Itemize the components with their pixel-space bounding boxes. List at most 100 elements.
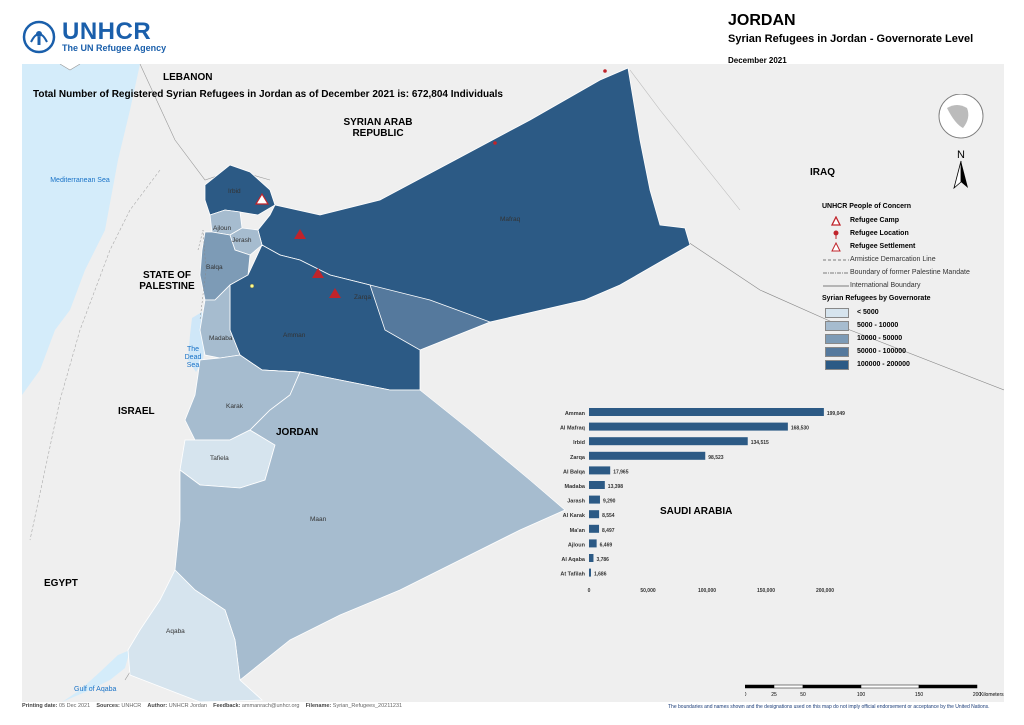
footer-filename-label: Filename: bbox=[305, 703, 332, 709]
page-subtitle: Syrian Refugees in Jordan - Governorate … bbox=[728, 33, 974, 45]
label-zarqa: Zarqa bbox=[354, 294, 371, 301]
label-madaba: Madaba bbox=[209, 335, 233, 342]
mandate-boundary-icon bbox=[822, 271, 850, 275]
scale-segment bbox=[773, 684, 804, 689]
org-name: UNHCR bbox=[62, 18, 152, 45]
header: UNHCR The UN Refugee Agency JORDAN Syria… bbox=[0, 0, 1024, 65]
scale-tick-label: 100 bbox=[857, 692, 866, 698]
x-tick-label: 200,000 bbox=[816, 588, 834, 594]
label-egypt: EGYPT bbox=[44, 578, 78, 589]
scale-segment bbox=[802, 684, 862, 689]
bar-value-label: 3,786 bbox=[596, 557, 609, 563]
bar bbox=[589, 422, 788, 431]
label-jerash: Jerash bbox=[232, 237, 252, 244]
footer-author-label: Author: bbox=[147, 703, 168, 709]
refugees-bar-chart: Amman 199,049 Al Mafraq 168,530 Irbid 134,515… bbox=[560, 408, 845, 594]
label-iraq: IRAQ bbox=[810, 167, 835, 178]
legend-location: Refugee Location bbox=[850, 230, 909, 237]
international-boundary-icon bbox=[822, 284, 850, 288]
map-canvas bbox=[22, 64, 1004, 702]
bar-value-label: 13,398 bbox=[608, 484, 624, 490]
bar bbox=[589, 524, 600, 533]
bar-category-label: Zarqa bbox=[570, 455, 586, 461]
label-maan: Maan bbox=[310, 516, 327, 523]
bar bbox=[589, 510, 600, 519]
bar-value-label: 9,290 bbox=[603, 499, 616, 505]
bar-value-label: 134,515 bbox=[751, 440, 769, 446]
legend-settlement: Refugee Settlement bbox=[850, 243, 916, 250]
legend-class-label: 100000 - 200000 bbox=[857, 361, 910, 368]
refugee-camp-markers bbox=[249, 69, 607, 298]
footer-feedback-value: ammanrach@unhcr.org bbox=[241, 703, 300, 709]
label-mafraq: Mafraq bbox=[500, 216, 521, 223]
footer-author-value: UNHCR Jordan bbox=[168, 703, 207, 709]
total-refugees-text: Total Number of Registered Syrian Refuge… bbox=[33, 89, 503, 100]
legend-class-label: < 5000 bbox=[857, 309, 879, 316]
bar-value-label: 98,523 bbox=[708, 455, 724, 461]
scale-segment bbox=[860, 684, 920, 689]
bar-value-label: 6,469 bbox=[600, 542, 613, 548]
refugee-camp-icon bbox=[822, 215, 850, 226]
legend-mandate: Boundary of former Palestine Mandate bbox=[850, 269, 970, 276]
legend-class-swatch bbox=[825, 346, 849, 357]
scale-tick-label: 25 bbox=[771, 692, 777, 698]
bar-category-label: At Tafilah bbox=[560, 572, 585, 578]
legend-class-swatch bbox=[825, 320, 849, 331]
legend-poc-title: UNHCR People of Concern bbox=[822, 203, 912, 210]
bar-value-label: 1,686 bbox=[594, 572, 607, 578]
label-gulf-of-aqaba: Gulf of Aqaba bbox=[74, 686, 117, 693]
label-irbid: Irbid bbox=[228, 188, 241, 195]
label-jordan: JORDAN bbox=[276, 427, 319, 438]
legend-classes-title: Syrian Refugees by Governorate bbox=[822, 295, 931, 302]
legend-class-row: 10000 - 50000 bbox=[822, 332, 970, 345]
unhcr-emblem-icon bbox=[22, 20, 56, 54]
scale-tick-label: 150 bbox=[915, 692, 924, 698]
bar-category-label: Jarash bbox=[567, 499, 585, 505]
bar bbox=[589, 466, 611, 475]
footer-sources-value: UNHCR bbox=[121, 703, 142, 709]
armistice-line-icon bbox=[822, 258, 850, 262]
legend-class-label: 10000 - 50000 bbox=[857, 335, 903, 342]
bar bbox=[589, 437, 748, 446]
label-mediterranean: Mediterranean Sea bbox=[50, 177, 110, 184]
bar bbox=[589, 568, 591, 577]
refugee-settlement-icon bbox=[822, 241, 850, 252]
bar bbox=[589, 554, 594, 562]
legend-class-row: < 5000 bbox=[822, 306, 970, 319]
bar bbox=[589, 539, 597, 548]
label-tafiela: Tafiela bbox=[210, 455, 229, 462]
bar-value-label: 199,049 bbox=[827, 411, 845, 417]
footer-printing-value: 05 Dec 2021 bbox=[58, 703, 91, 709]
legend-armistice: Armistice Demarcation Line bbox=[850, 256, 936, 263]
label-syria: SYRIAN ARAB REPUBLIC bbox=[343, 117, 413, 139]
label-ajloun: Ajloun bbox=[213, 225, 232, 232]
scale-tick-label: 200 bbox=[973, 692, 982, 698]
bar bbox=[589, 451, 706, 460]
map-legend: UNHCR People of Concern Refugee Camp Ref… bbox=[822, 203, 970, 371]
footer-filename-value: Syrian_Refugees_20211231 bbox=[332, 703, 403, 709]
x-tick-label: 150,000 bbox=[757, 588, 775, 594]
legend-class-label: 5000 - 10000 bbox=[857, 322, 899, 329]
x-tick-label: 100,000 bbox=[698, 588, 716, 594]
gulf-of-aqaba bbox=[62, 650, 130, 702]
bar-category-label: Amman bbox=[565, 411, 586, 417]
footer-printing-label: Printing date: bbox=[22, 703, 58, 709]
label-israel: ISRAEL bbox=[118, 406, 155, 417]
scale-segment bbox=[745, 684, 775, 689]
x-tick-label: 0 bbox=[588, 588, 591, 594]
compass-north: N bbox=[957, 149, 965, 161]
scale-segment bbox=[918, 684, 978, 689]
bar bbox=[589, 408, 824, 416]
bar-category-label: Ma'an bbox=[570, 528, 586, 534]
bar-value-label: 168,530 bbox=[791, 426, 809, 432]
label-amman: Amman bbox=[283, 332, 306, 339]
label-palestine: STATE OF PALESTINE bbox=[139, 270, 195, 292]
legend-class-swatch bbox=[825, 359, 849, 370]
scale-tick-label: 50 bbox=[800, 692, 806, 698]
label-lebanon: LEBANON bbox=[163, 72, 213, 83]
footer: Printing date: 05 Dec 2021 Sources: UNHC… bbox=[22, 703, 402, 709]
org-subtitle: The UN Refugee Agency bbox=[62, 43, 167, 53]
bar bbox=[589, 481, 605, 489]
legend-intl: International Boundary bbox=[850, 282, 921, 289]
